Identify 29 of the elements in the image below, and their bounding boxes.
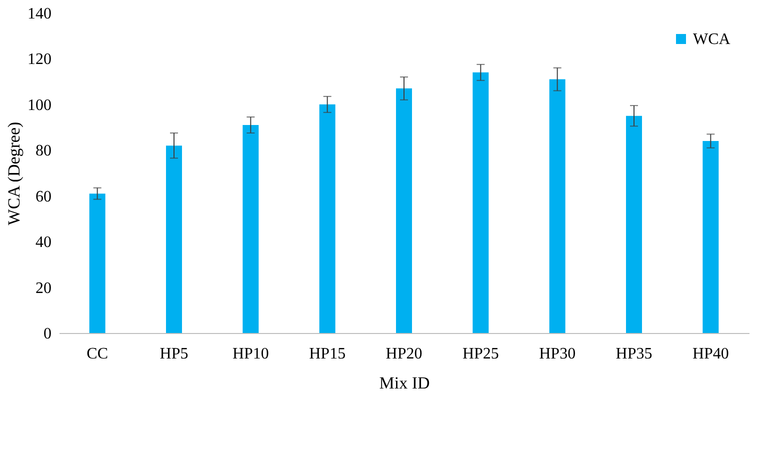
- bar: [166, 146, 182, 333]
- x-axis-title: Mix ID: [379, 374, 430, 392]
- y-axis-title: WCA (Degree): [4, 122, 24, 226]
- y-tick-label: 60: [36, 188, 52, 206]
- bar: [702, 141, 719, 333]
- y-tick-label: 40: [36, 234, 52, 252]
- x-tick-label: HP35: [616, 346, 652, 362]
- y-tick-label: 140: [28, 6, 52, 22]
- bar: [319, 104, 336, 333]
- y-tick-label: 100: [28, 96, 52, 114]
- bar: [626, 116, 642, 333]
- bar: [549, 79, 566, 333]
- x-tick-label: HP20: [386, 346, 422, 362]
- x-tick-label: HP15: [309, 346, 346, 362]
- y-tick-label: 120: [28, 51, 52, 68]
- y-tick-label: 80: [36, 142, 52, 160]
- bar: [472, 72, 489, 333]
- legend-label: WCA: [693, 31, 731, 48]
- y-tick-label: 20: [36, 280, 52, 297]
- bar: [89, 194, 106, 333]
- y-tick-label: 0: [44, 326, 52, 342]
- x-tick-label: HP5: [160, 346, 188, 362]
- x-tick-label: HP25: [462, 346, 499, 362]
- x-tick-label: HP40: [692, 346, 729, 362]
- bar: [242, 125, 259, 333]
- x-tick-label: HP10: [232, 346, 269, 362]
- x-tick-label: CC: [86, 346, 108, 362]
- x-tick-label: HP30: [539, 346, 576, 362]
- bar: [396, 88, 412, 333]
